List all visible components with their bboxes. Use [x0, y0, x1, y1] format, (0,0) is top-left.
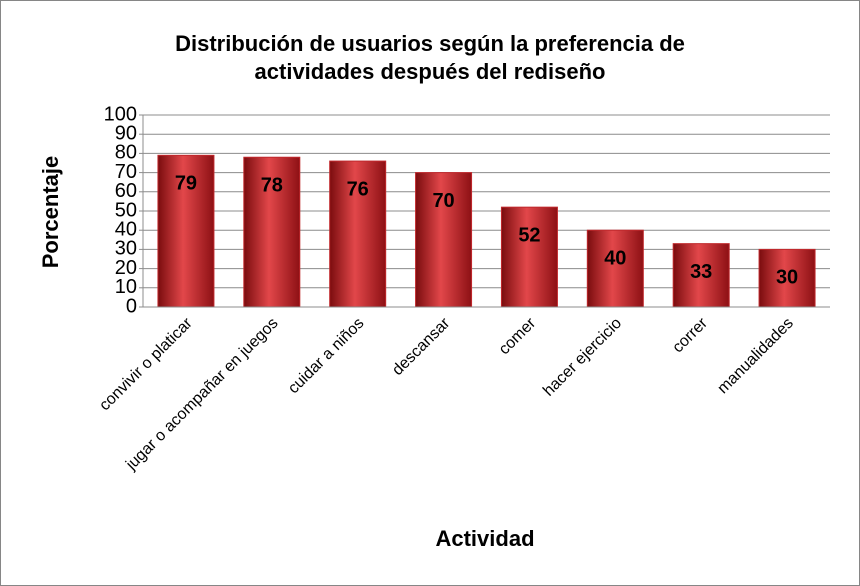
data-label: 78 [261, 175, 283, 197]
x-axis-title: Actividad [435, 526, 534, 551]
data-label: 30 [776, 267, 798, 289]
bar [758, 248, 816, 308]
data-label: 79 [175, 173, 197, 195]
data-label: 76 [347, 178, 369, 200]
y-tick-label: 0 [126, 295, 137, 317]
bar [500, 206, 558, 308]
chart-title: Distribución de usuarios según la prefer… [175, 31, 685, 56]
y-tick-label: 70 [115, 161, 137, 183]
data-label: 52 [518, 224, 540, 246]
data-label: 33 [690, 261, 712, 283]
y-tick-label: 90 [115, 122, 137, 144]
y-tick-label: 60 [115, 180, 137, 202]
y-tick-label: 40 [115, 218, 137, 240]
bar [329, 160, 387, 308]
chart-title: actividades después del rediseño [255, 59, 606, 84]
y-tick-label: 10 [115, 276, 137, 298]
y-tick-label: 50 [115, 199, 137, 221]
data-label: 70 [432, 190, 454, 212]
bar [415, 172, 473, 308]
bar [157, 154, 215, 308]
y-tick-label: 20 [115, 257, 137, 279]
y-tick-label: 30 [115, 238, 137, 260]
bar [586, 229, 644, 308]
y-tick-label: 100 [104, 103, 137, 125]
y-tick-label: 80 [115, 142, 137, 164]
data-label: 40 [604, 247, 626, 269]
bar [672, 243, 730, 308]
y-axis-title: Porcentaje [38, 156, 63, 269]
